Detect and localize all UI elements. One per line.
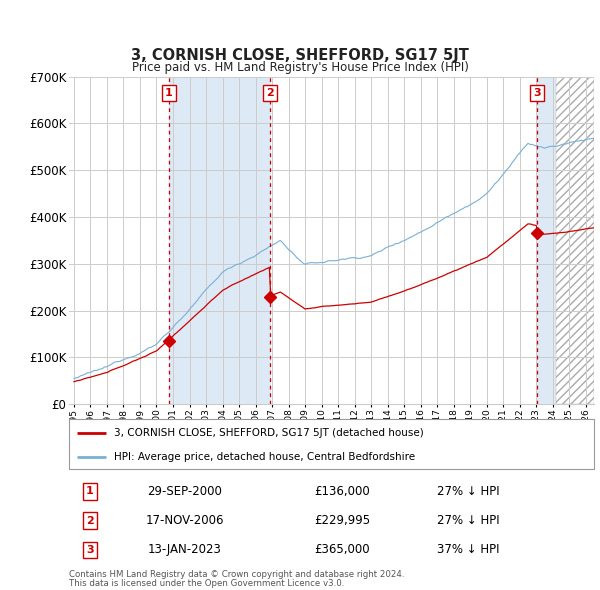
Text: £136,000: £136,000 bbox=[314, 485, 370, 498]
Text: 2: 2 bbox=[86, 516, 94, 526]
FancyBboxPatch shape bbox=[69, 419, 594, 469]
Text: 27% ↓ HPI: 27% ↓ HPI bbox=[437, 485, 499, 498]
Text: 17-NOV-2006: 17-NOV-2006 bbox=[145, 514, 224, 527]
Text: This data is licensed under the Open Government Licence v3.0.: This data is licensed under the Open Gov… bbox=[69, 579, 344, 588]
Text: 1: 1 bbox=[165, 88, 173, 98]
Text: £229,995: £229,995 bbox=[314, 514, 370, 527]
Text: 2: 2 bbox=[266, 88, 274, 98]
Text: 3: 3 bbox=[86, 545, 94, 555]
Text: Price paid vs. HM Land Registry's House Price Index (HPI): Price paid vs. HM Land Registry's House … bbox=[131, 61, 469, 74]
Text: HPI: Average price, detached house, Central Bedfordshire: HPI: Average price, detached house, Cent… bbox=[113, 451, 415, 461]
Text: 13-JAN-2023: 13-JAN-2023 bbox=[148, 543, 221, 556]
Text: 3, CORNISH CLOSE, SHEFFORD, SG17 5JT (detached house): 3, CORNISH CLOSE, SHEFFORD, SG17 5JT (de… bbox=[113, 428, 424, 438]
Text: 27% ↓ HPI: 27% ↓ HPI bbox=[437, 514, 499, 527]
Bar bbox=[169, 77, 270, 404]
Text: 1: 1 bbox=[86, 486, 94, 496]
Bar bbox=[556, 77, 594, 404]
Text: Contains HM Land Registry data © Crown copyright and database right 2024.: Contains HM Land Registry data © Crown c… bbox=[69, 570, 404, 579]
Bar bbox=[537, 77, 556, 404]
Text: 37% ↓ HPI: 37% ↓ HPI bbox=[437, 543, 499, 556]
Bar bbox=[556, 77, 594, 404]
Text: 3: 3 bbox=[533, 88, 541, 98]
Text: 3, CORNISH CLOSE, SHEFFORD, SG17 5JT: 3, CORNISH CLOSE, SHEFFORD, SG17 5JT bbox=[131, 48, 469, 63]
Text: £365,000: £365,000 bbox=[314, 543, 370, 556]
Text: 29-SEP-2000: 29-SEP-2000 bbox=[147, 485, 222, 498]
